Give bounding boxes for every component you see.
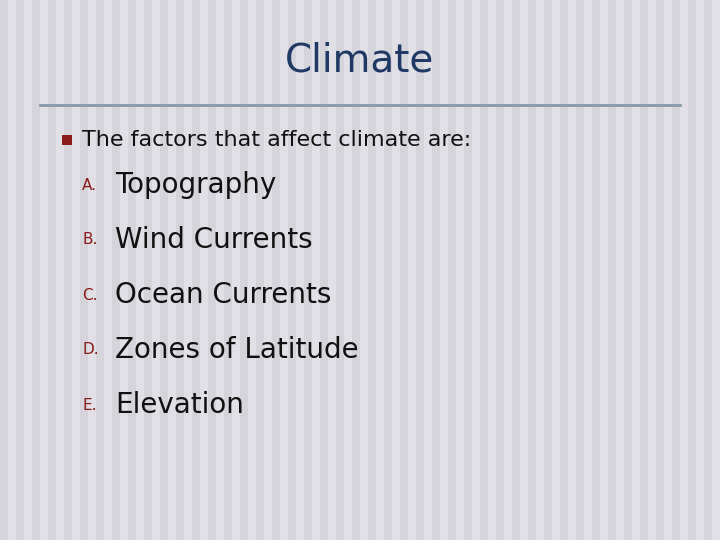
Bar [176, 0, 184, 540]
Text: Elevation: Elevation [115, 391, 244, 419]
Bar [368, 0, 376, 540]
Bar [192, 0, 200, 540]
Text: Topography: Topography [115, 171, 276, 199]
Bar [688, 0, 696, 540]
Bar [224, 0, 232, 540]
Bar [112, 0, 120, 540]
Bar [672, 0, 680, 540]
Bar [144, 0, 152, 540]
Bar [592, 0, 600, 540]
Bar [352, 0, 360, 540]
Text: D.: D. [82, 342, 99, 357]
Bar [528, 0, 536, 540]
Bar [0, 0, 8, 540]
Bar [400, 0, 408, 540]
Bar [256, 0, 264, 540]
Bar [480, 0, 488, 540]
Bar [384, 0, 392, 540]
Bar [432, 0, 440, 540]
Bar [96, 0, 104, 540]
Bar [128, 0, 136, 540]
Bar [640, 0, 648, 540]
Bar [560, 0, 568, 540]
Bar [160, 0, 168, 540]
Text: Wind Currents: Wind Currents [115, 226, 312, 254]
Text: Ocean Currents: Ocean Currents [115, 281, 331, 309]
Bar [608, 0, 616, 540]
Bar [544, 0, 552, 540]
Bar [240, 0, 248, 540]
Bar [512, 0, 520, 540]
Bar [62, 135, 72, 145]
Bar [16, 0, 24, 540]
Text: A.: A. [82, 178, 97, 192]
Bar [496, 0, 504, 540]
Text: C.: C. [82, 287, 97, 302]
Bar [624, 0, 632, 540]
Bar [80, 0, 88, 540]
Bar [336, 0, 344, 540]
Bar [320, 0, 328, 540]
Text: The factors that affect climate are:: The factors that affect climate are: [82, 130, 472, 150]
Bar [656, 0, 664, 540]
Bar [32, 0, 40, 540]
Text: B.: B. [82, 233, 97, 247]
Text: E.: E. [82, 397, 96, 413]
Bar [64, 0, 72, 540]
Bar [272, 0, 280, 540]
Bar [576, 0, 584, 540]
Bar [304, 0, 312, 540]
Bar [416, 0, 424, 540]
Text: Climate: Climate [285, 41, 435, 79]
Bar [448, 0, 456, 540]
Bar [208, 0, 216, 540]
Text: Zones of Latitude: Zones of Latitude [115, 336, 359, 364]
Bar [288, 0, 296, 540]
Bar [48, 0, 56, 540]
Bar [704, 0, 712, 540]
Bar [464, 0, 472, 540]
